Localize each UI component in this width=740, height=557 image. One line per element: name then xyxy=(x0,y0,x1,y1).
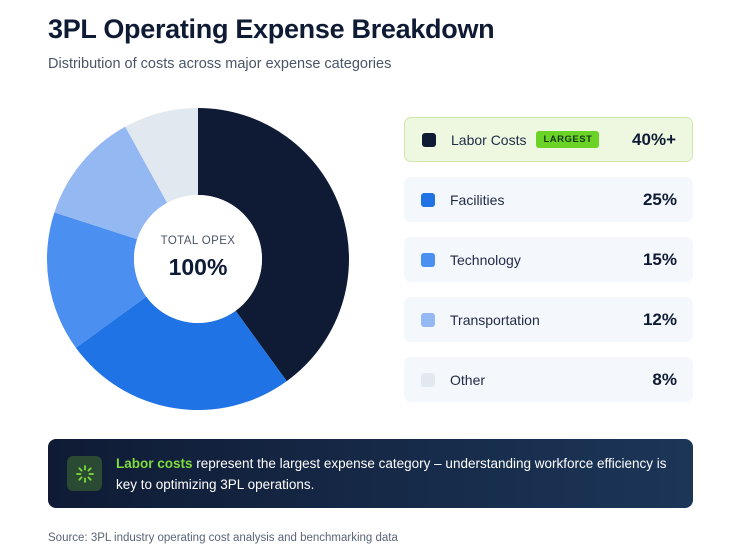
legend-value: 15% xyxy=(642,249,677,269)
legend-item-other: Other 8% xyxy=(404,357,693,402)
legend-swatch-other xyxy=(421,372,435,387)
donut-slice-labor-costs xyxy=(198,108,349,382)
donut-slice-other xyxy=(125,108,198,203)
donut-slice-transportation xyxy=(54,126,168,240)
legend: Labor Costs LARGEST 40%+ Facilities 25% … xyxy=(404,117,693,417)
legend-swatch-technology xyxy=(421,252,435,267)
callout-text: Labor costs represent the largest expens… xyxy=(116,453,673,495)
sparkle-icon xyxy=(67,456,102,491)
legend-item-transportation: Transportation 12% xyxy=(404,297,693,342)
legend-item-labor-costs: Labor Costs LARGEST 40%+ xyxy=(404,117,693,162)
legend-item-facilities: Facilities 25% xyxy=(404,177,693,222)
largest-badge: LARGEST xyxy=(536,131,600,148)
legend-value: 8% xyxy=(652,369,677,389)
callout-body: represent the largest expense category –… xyxy=(116,455,667,492)
legend-value: 25% xyxy=(642,189,677,209)
legend-swatch-transportation xyxy=(421,312,435,327)
callout-highlight: Labor costs xyxy=(116,455,193,471)
legend-item-technology: Technology 15% xyxy=(404,237,693,282)
legend-swatch-facilities xyxy=(421,192,435,207)
legend-value: 12% xyxy=(642,309,677,329)
source-note: Source: 3PL industry operating cost anal… xyxy=(48,532,398,544)
legend-label: Technology xyxy=(450,251,521,268)
legend-label: Other xyxy=(450,371,486,388)
legend-swatch-labor-costs xyxy=(422,132,436,147)
legend-value: 40%+ xyxy=(632,129,676,149)
sparkle-icon-svg xyxy=(75,464,94,483)
page-subtitle: Distribution of costs across major expen… xyxy=(48,56,392,72)
legend-label: Transportation xyxy=(450,311,540,328)
donut-hole xyxy=(134,195,262,323)
donut-slice-facilities xyxy=(75,296,287,410)
donut-slice-technology xyxy=(47,212,147,348)
donut-chart: TOTAL OPEX 100% xyxy=(47,108,349,410)
legend-label: Facilities xyxy=(450,191,505,208)
donut-center-label: TOTAL OPEX xyxy=(160,235,236,247)
insight-callout: Labor costs represent the largest expens… xyxy=(48,439,693,508)
donut-svg xyxy=(47,108,349,410)
donut-center-value: 100% xyxy=(168,254,228,280)
legend-label: Labor Costs xyxy=(451,131,527,148)
page-title: 3PL Operating Expense Breakdown xyxy=(48,14,495,44)
